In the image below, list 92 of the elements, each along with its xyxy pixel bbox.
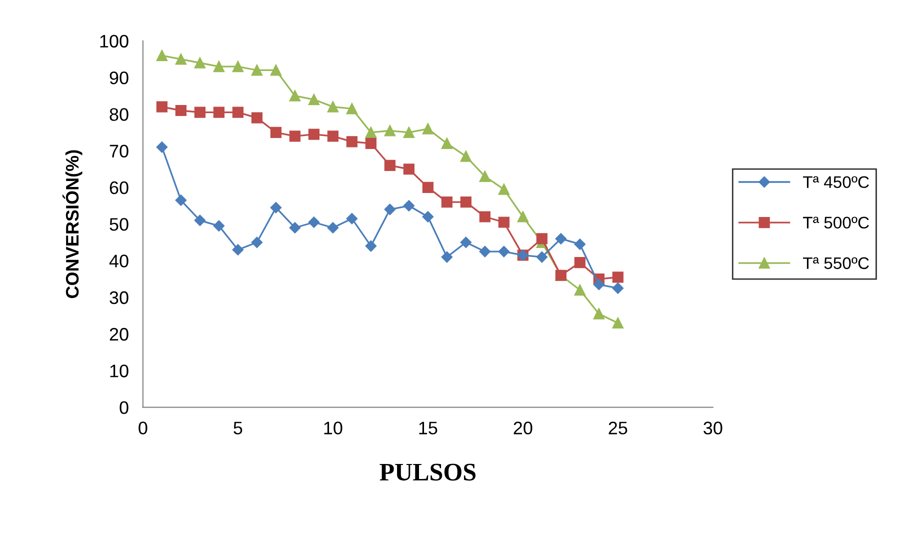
point — [365, 126, 376, 138]
x-axis-title: PULSOS — [380, 464, 476, 481]
point — [175, 194, 187, 206]
point — [251, 112, 262, 124]
point — [175, 54, 186, 65]
point — [289, 90, 300, 102]
legend-label: Tª 500ºC — [803, 216, 869, 229]
point — [194, 106, 206, 118]
point — [232, 60, 244, 72]
point — [289, 222, 301, 234]
y-tick-label: 40 — [109, 254, 128, 268]
point — [346, 103, 358, 114]
point — [365, 240, 377, 252]
point — [536, 251, 548, 263]
point — [156, 142, 168, 153]
point — [327, 130, 338, 142]
point — [479, 211, 490, 222]
point — [365, 138, 376, 150]
point — [479, 246, 491, 258]
point — [555, 233, 567, 244]
point — [384, 160, 396, 172]
y-tick-label: 80 — [110, 108, 128, 121]
point — [612, 282, 624, 294]
point — [232, 244, 244, 256]
point — [422, 211, 434, 222]
point — [384, 204, 396, 216]
point — [403, 200, 415, 212]
point — [403, 126, 414, 138]
point — [213, 60, 224, 72]
point — [251, 64, 262, 76]
point — [194, 214, 206, 226]
point — [422, 182, 434, 193]
point — [384, 125, 396, 136]
point — [308, 216, 320, 228]
x-tick-label: 10 — [324, 422, 342, 434]
point — [612, 317, 624, 329]
point — [270, 202, 282, 214]
point — [270, 64, 282, 76]
point — [251, 236, 263, 248]
point — [346, 212, 358, 224]
point — [156, 101, 168, 112]
y-tick-label: 10 — [110, 364, 128, 378]
point — [441, 196, 452, 208]
x-tick-label: 0 — [138, 422, 148, 434]
point — [612, 272, 624, 283]
point — [479, 170, 490, 182]
y-tick-label: 20 — [110, 328, 128, 341]
y-tick-label: 90 — [110, 71, 128, 84]
point — [536, 233, 548, 244]
point — [460, 236, 472, 248]
point — [213, 220, 225, 232]
point — [498, 246, 510, 258]
point — [327, 101, 338, 112]
x-tick-label: 25 — [608, 422, 628, 434]
point — [308, 94, 320, 106]
y-axis-title: CONVERSIÓN(%) — [62, 150, 82, 298]
x-tick-label: 30 — [704, 422, 722, 434]
point — [593, 308, 604, 320]
point — [175, 104, 186, 116]
x-tick-label: 20 — [514, 422, 532, 434]
point — [460, 196, 472, 208]
point — [460, 150, 472, 162]
point — [232, 106, 244, 118]
point — [289, 130, 300, 142]
point — [441, 138, 452, 150]
point — [574, 284, 586, 296]
point — [574, 256, 586, 268]
legend-label: Tª 550ºC — [803, 257, 869, 270]
legend-label: Tª 450ºC — [803, 176, 869, 188]
point — [517, 211, 528, 222]
point — [498, 184, 510, 195]
point — [213, 106, 224, 118]
point — [422, 123, 434, 134]
y-tick-label: 60 — [110, 181, 128, 194]
point — [403, 164, 414, 175]
point — [593, 278, 605, 290]
point — [498, 216, 510, 228]
y-tick-label: 100 — [100, 34, 128, 48]
point — [441, 251, 453, 263]
point — [574, 238, 586, 250]
point — [156, 50, 168, 62]
x-tick-label: 15 — [419, 422, 438, 434]
point — [327, 222, 339, 234]
point — [270, 126, 282, 138]
point — [308, 128, 320, 140]
point — [346, 136, 358, 148]
y-tick-label: 0 — [120, 401, 128, 414]
y-tick-label: 30 — [110, 291, 128, 304]
y-tick-label: 70 — [110, 144, 128, 158]
point — [194, 57, 206, 68]
x-tick-label: 5 — [234, 422, 242, 434]
y-tick-label: 50 — [110, 218, 128, 231]
